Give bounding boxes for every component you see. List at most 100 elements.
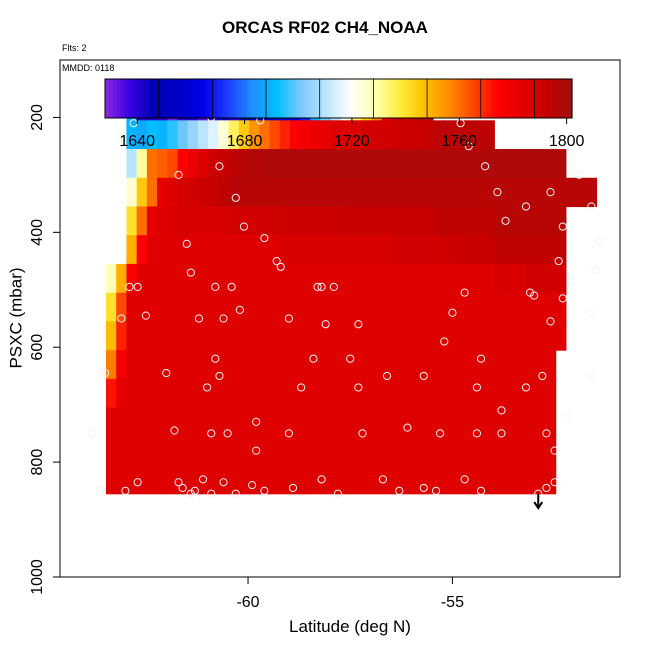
heatmap-cell: [371, 235, 383, 265]
heatmap-cell: [320, 407, 332, 437]
heatmap-cell: [197, 464, 209, 495]
heatmap-cell: [361, 292, 373, 322]
heatmap-cell: [463, 378, 475, 409]
heatmap-cell: [126, 321, 138, 351]
heatmap-cell: [545, 464, 557, 495]
heatmap-cell: [422, 292, 434, 322]
heatmap-cell: [341, 149, 352, 179]
heatmap-cell: [197, 436, 209, 466]
heatmap-cell: [330, 177, 342, 208]
heatmap-cell: [320, 378, 332, 409]
heatmap-cell: [545, 206, 557, 236]
colorbar-segment: [233, 79, 238, 118]
heatmap-cell: [371, 378, 383, 409]
x-axis-label: Latitude (deg N): [289, 617, 411, 636]
heatmap-cell: [249, 263, 260, 294]
heatmap-cell: [514, 436, 526, 466]
heatmap-cell: [249, 321, 260, 351]
colorbar-segment: [365, 79, 371, 118]
heatmap-cell: [167, 206, 179, 236]
colorbar-segment: [552, 79, 558, 118]
sample-point: [562, 412, 571, 421]
sample-point: [403, 423, 412, 432]
heatmap-cell: [422, 235, 434, 265]
heatmap-cell: [422, 407, 434, 437]
colorbar-segment: [451, 79, 456, 118]
heatmap-cell: [432, 263, 444, 294]
heatmap-cell: [484, 350, 495, 380]
sample-point: [141, 311, 150, 320]
heatmap-cell: [289, 350, 301, 380]
colorbar-segment: [338, 79, 343, 118]
heatmap-cell: [238, 407, 250, 437]
heatmap-cell: [310, 263, 322, 294]
heatmap-cell: [443, 464, 455, 495]
heatmap-cell: [300, 263, 311, 294]
heatmap-cell: [105, 263, 117, 294]
heatmap-cell: [402, 177, 414, 208]
heatmap-cell: [269, 378, 281, 409]
heatmap-cell: [361, 436, 373, 466]
sample-point: [297, 383, 306, 392]
heatmap-cell: [228, 407, 240, 437]
colorbar-segment: [544, 79, 550, 118]
heatmap-cell: [545, 177, 557, 208]
sample-point: [550, 446, 559, 455]
heatmap-cell: [269, 321, 281, 351]
heatmap-cell: [392, 464, 403, 495]
heatmap-cell: [392, 321, 403, 351]
sample-point: [460, 475, 469, 484]
heatmap-cell: [443, 149, 455, 179]
heatmap-cell: [443, 350, 455, 380]
heatmap-cell: [494, 292, 506, 322]
colorbar-segment: [533, 79, 538, 118]
heatmap-cell: [208, 149, 219, 179]
heatmap-cell: [105, 464, 117, 495]
heatmap-cell: [535, 263, 547, 294]
heatmap-cell: [238, 378, 250, 409]
heatmap-cell: [432, 464, 444, 495]
colorbar-segment: [194, 79, 199, 118]
sample-point: [272, 256, 281, 266]
heatmap-cell: [259, 464, 271, 495]
heatmap-cell: [259, 235, 271, 265]
heatmap-cell: [545, 263, 557, 294]
heatmap-cell: [402, 235, 414, 265]
heatmap-cell: [402, 407, 414, 437]
heatmap-cell: [269, 263, 281, 294]
heatmap-cell: [422, 177, 434, 208]
heatmap-cell: [371, 407, 383, 437]
sample-point: [190, 486, 199, 495]
heatmap-cell: [177, 120, 189, 150]
heatmap-cell: [504, 350, 516, 380]
heatmap-cell: [259, 436, 271, 466]
heatmap-cell: [187, 206, 199, 236]
heatmap-cell: [361, 177, 373, 208]
heatmap-cell: [197, 149, 209, 179]
heatmap-cell: [341, 263, 352, 294]
heatmap-cell: [371, 263, 383, 294]
heatmap-cell: [463, 206, 475, 236]
heatmap-cell: [351, 350, 363, 380]
heatmap-cell: [453, 292, 465, 322]
heatmap-cell: [381, 120, 393, 150]
heatmap-cell: [484, 321, 495, 351]
colorbar-segment: [346, 79, 351, 118]
heatmap-cell: [514, 407, 526, 437]
heatmap-cell: [300, 350, 311, 380]
heatmap-cell: [136, 378, 148, 409]
heatmap-cell: [545, 350, 557, 380]
heatmap-cell: [392, 378, 403, 409]
heatmap-cell: [279, 436, 291, 466]
heatmap-cell: [157, 149, 168, 179]
colorbar-segment: [525, 79, 530, 118]
colorbar-segment: [315, 79, 320, 118]
heatmap-cell: [177, 206, 189, 236]
heatmap-cell: [310, 177, 322, 208]
heatmap-cell: [116, 464, 128, 495]
heatmap-cell: [555, 206, 567, 236]
heatmap-cell: [361, 321, 373, 351]
sample-point: [117, 314, 126, 323]
heatmap-cell: [157, 464, 168, 495]
heatmap-cell: [412, 292, 424, 322]
